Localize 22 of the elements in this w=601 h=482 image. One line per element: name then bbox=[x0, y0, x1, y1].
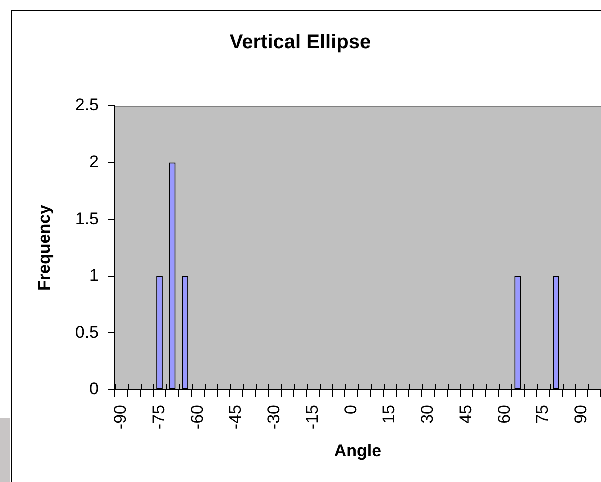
x-tick-label: 0 bbox=[341, 405, 360, 414]
x-tick-label: -90 bbox=[111, 405, 130, 430]
x-tick-label: 45 bbox=[456, 405, 476, 424]
y-axis-title: Frequency bbox=[34, 204, 54, 291]
x-tick-label: 60 bbox=[494, 405, 514, 424]
x-tick-label: 75 bbox=[533, 405, 552, 424]
x-tick-label: 30 bbox=[418, 405, 438, 424]
y-tick-label: 1.5 bbox=[75, 209, 99, 228]
chart-title: Vertical Ellipse bbox=[230, 32, 372, 54]
x-tick-label: 90 bbox=[572, 405, 591, 424]
y-tick-label: 2 bbox=[90, 152, 99, 172]
y-tick-label: 2.5 bbox=[75, 96, 99, 115]
x-tick-label: -30 bbox=[264, 405, 284, 430]
y-tick-label: 1 bbox=[90, 266, 99, 286]
y-tick-label: 0.5 bbox=[75, 322, 99, 342]
x-axis-title: Angle bbox=[334, 441, 382, 460]
y-tick-label: 0 bbox=[90, 380, 99, 399]
x-tick-label: -75 bbox=[149, 405, 168, 430]
x-tick-label: 15 bbox=[380, 405, 399, 424]
x-tick-label: -45 bbox=[226, 405, 246, 430]
x-tick-label: -60 bbox=[188, 405, 207, 430]
x-tick-label: -15 bbox=[302, 405, 322, 430]
